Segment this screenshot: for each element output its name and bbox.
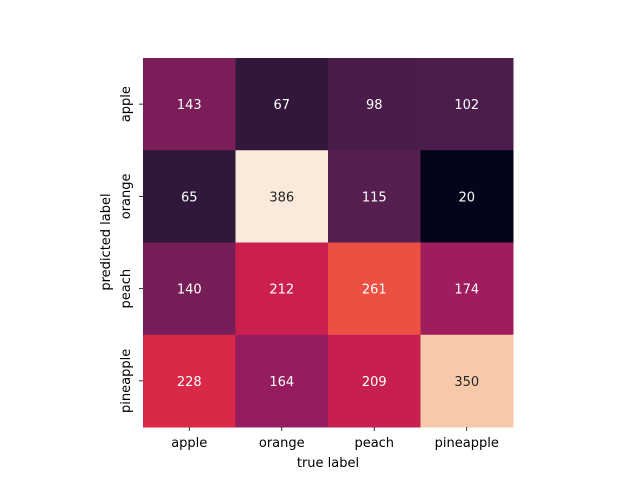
heatmap-cell-apple-pineapple <box>420 58 514 151</box>
heatmap-cell-pineapple-apple <box>143 334 236 428</box>
heatmap-cell-pineapple-peach <box>328 334 421 428</box>
x-tick-label: peach <box>354 436 394 451</box>
heatmap-cell-apple-orange <box>235 58 329 151</box>
heatmap-cell-apple-peach <box>328 58 421 151</box>
cell-value-label: 212 <box>269 283 294 298</box>
cell-value-label: 67 <box>273 98 290 113</box>
cell-annotations: 143 67 98 102 65 386 115 20 140 212 261 174 228 164 20… <box>177 98 479 390</box>
heatmap-cell-orange-orange <box>235 150 329 243</box>
axis-ticks: apple orange peach pineapple apple orange peac… <box>119 86 499 451</box>
cell-value-label: 228 <box>177 375 202 390</box>
cell-value-label: 209 <box>362 375 387 390</box>
y-tick-label: apple <box>119 86 134 122</box>
cell-value-label: 143 <box>177 98 202 113</box>
x-tick-label: orange <box>259 436 305 451</box>
heatmap-cells <box>143 58 514 428</box>
y-tick-label: pineapple <box>119 349 134 413</box>
x-tick-label: apple <box>171 436 207 451</box>
heatmap-cell-peach-pineapple <box>420 242 514 336</box>
cell-value-label: 102 <box>454 98 479 113</box>
cell-value-label: 386 <box>269 190 294 205</box>
cell-value-label: 140 <box>177 283 202 298</box>
cell-value-label: 164 <box>269 375 294 390</box>
cell-value-label: 174 <box>454 283 479 298</box>
heatmap-cell-apple-apple <box>143 58 236 151</box>
y-tick-label: orange <box>119 173 134 219</box>
heatmap-cell-peach-peach <box>328 242 421 336</box>
cell-value-label: 65 <box>181 190 198 205</box>
heatmap-cell-peach-orange <box>235 242 329 336</box>
heatmap-cell-pineapple-orange <box>235 334 329 428</box>
cell-value-label: 261 <box>362 283 387 298</box>
x-tick-label: pineapple <box>435 436 499 451</box>
cell-value-label: 98 <box>366 98 383 113</box>
heatmap-cell-orange-apple <box>143 150 236 243</box>
cell-value-label: 20 <box>458 190 475 205</box>
heatmap-cell-pineapple-pineapple <box>420 334 514 428</box>
x-axis-title: true label <box>297 456 359 471</box>
heatmap-cell-peach-apple <box>143 242 236 336</box>
heatmap-cell-orange-pineapple <box>420 150 514 243</box>
cell-value-label: 350 <box>454 375 479 390</box>
y-tick-label: peach <box>119 269 134 309</box>
cell-value-label: 115 <box>362 190 387 205</box>
y-axis-title: predicted label <box>99 193 114 290</box>
heatmap-cell-orange-peach <box>328 150 421 243</box>
